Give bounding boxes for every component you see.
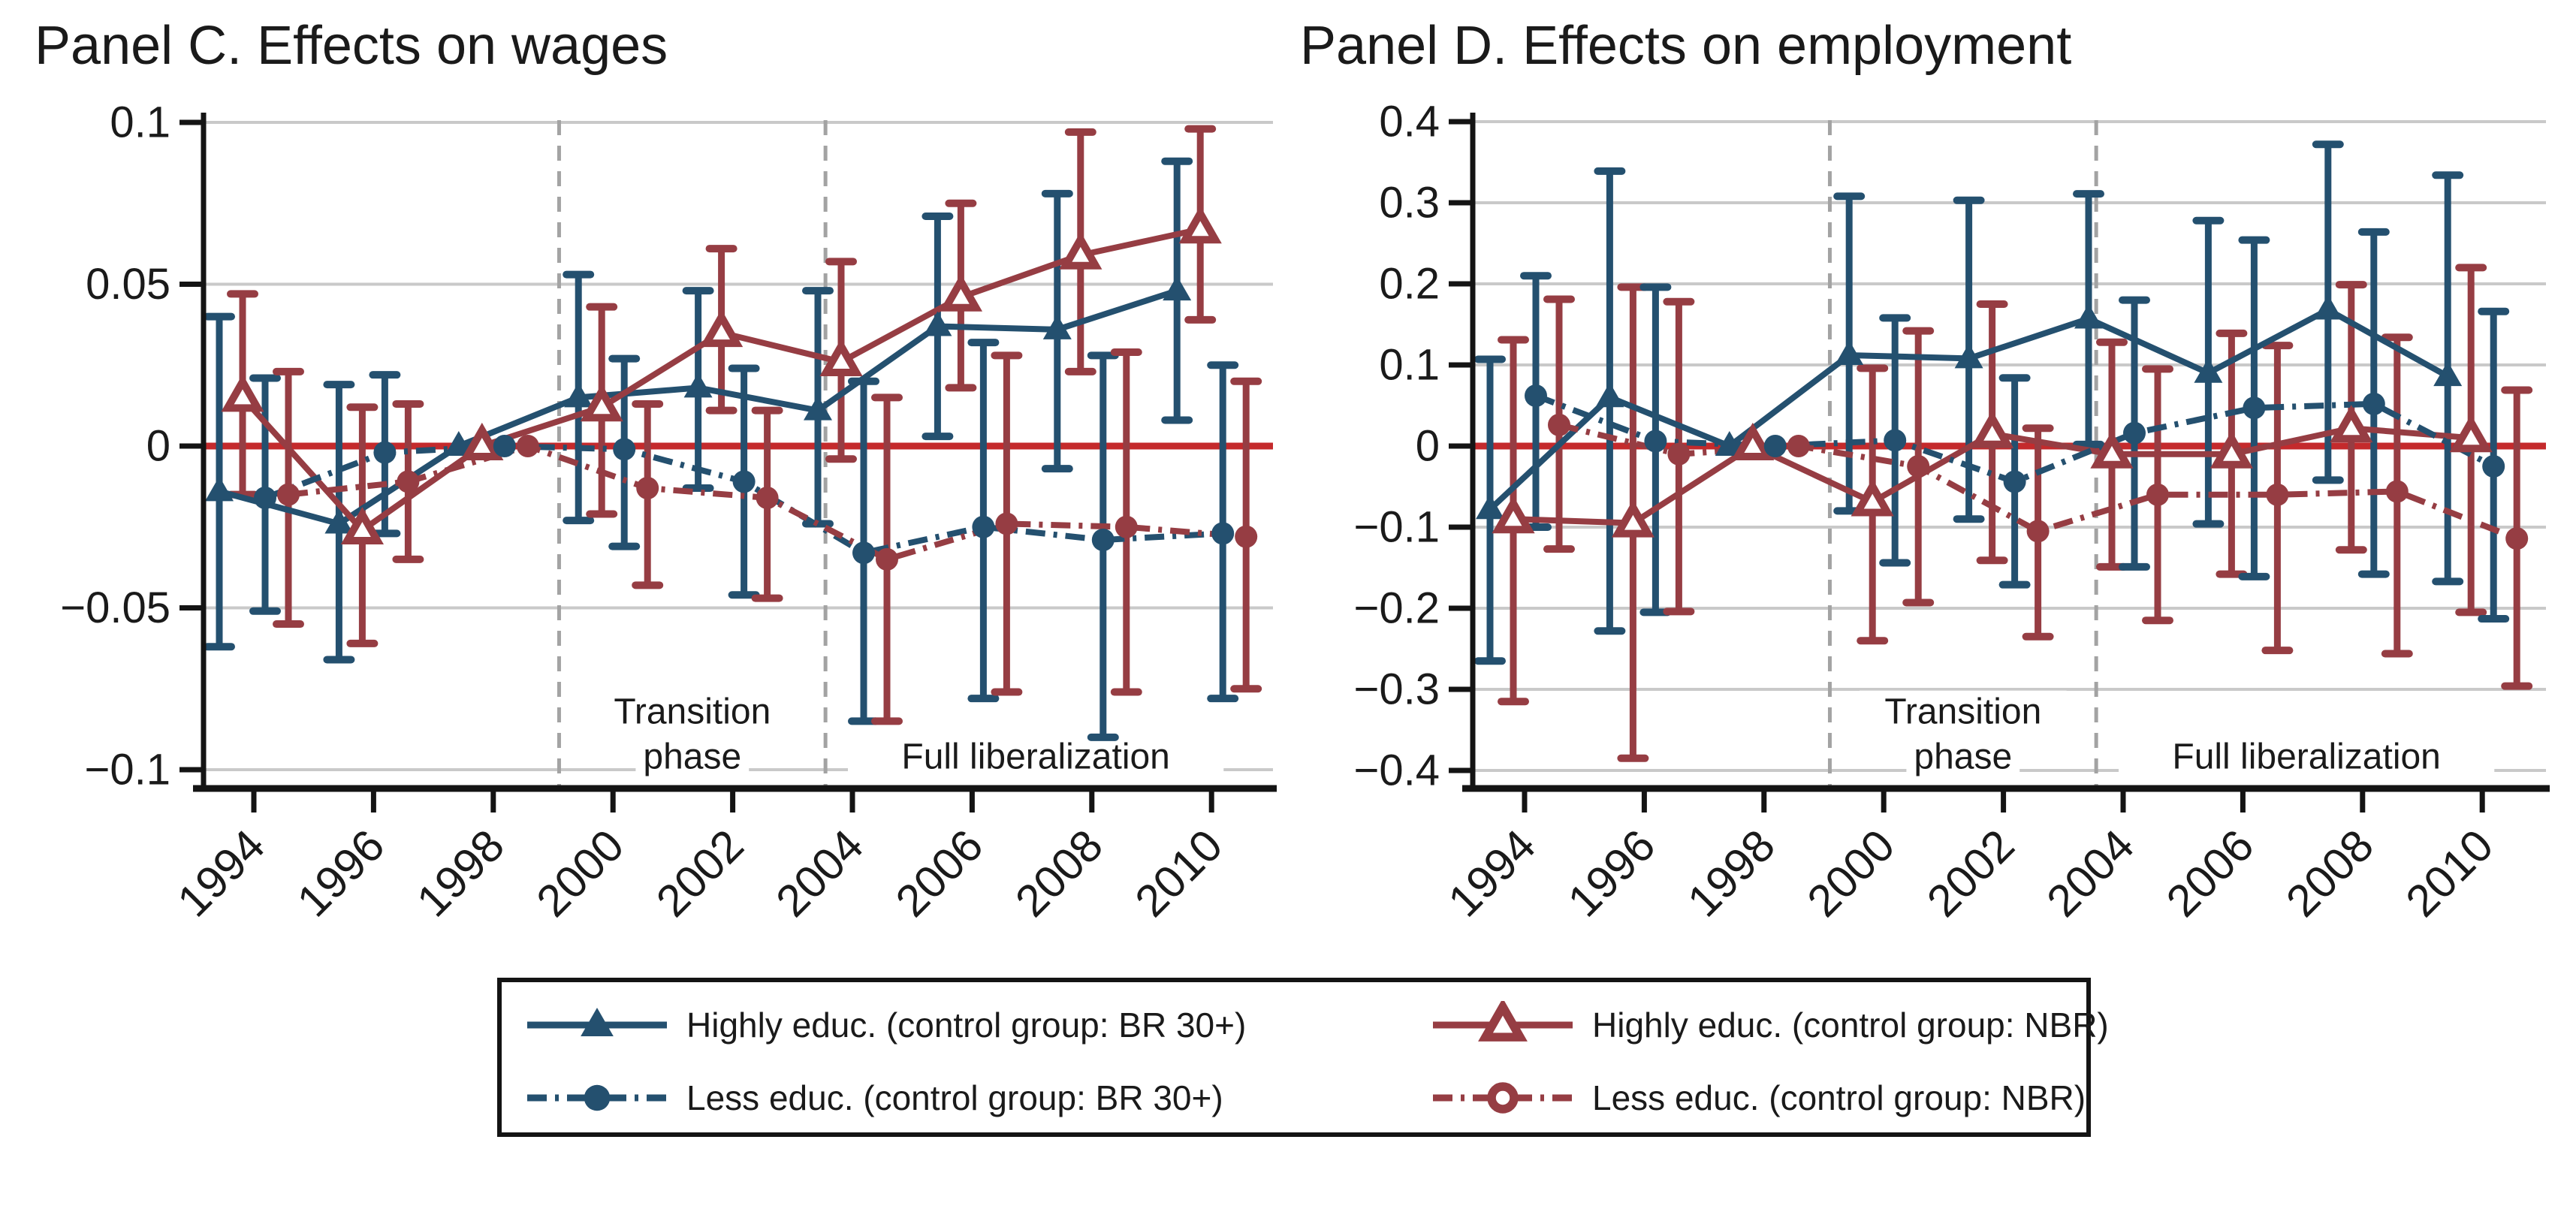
y-tick-label: 0.4 [1379,98,1440,146]
series-markers-highly_nbr [221,206,1222,545]
x-tick-label: 2004 [2037,820,2143,927]
x-tick-label: 2004 [766,820,873,927]
x-tick-label: 2006 [886,820,993,927]
y-tick-label: −0.4 [1354,746,1440,795]
x-axis-ticks: 1994 1996 1998 2000 2002 2004 2006 2008 2010 [167,788,1232,927]
x-tick-label: 2010 [1126,820,1232,927]
label-mask-phase [1906,735,2020,779]
x-tick-label: 2010 [2397,820,2503,927]
x-tick-label: 1998 [1678,820,1784,927]
y-tick-label: −0.05 [60,583,170,632]
phase-label-phase: phase [643,737,741,777]
label-mask-full-liberalization [848,735,1224,779]
x-tick-label: 2008 [1006,820,1112,927]
x-tick-label: 1996 [1558,820,1665,927]
series-markers-highly_br [205,276,1192,534]
legend-entry-less-br: Less educ. (control group: BR 30+) [526,1074,1277,1122]
legend: Highly educ. (control group: BR 30+) Hig… [497,978,2109,1137]
legend-sample-less-br-icon [527,1084,667,1111]
legend-sample-highly-nbr-icon [1433,1001,1573,1042]
y-tick-label: 0.05 [86,260,170,309]
legend-label-less-br: Less educ. (control group: BR 30+) [686,1078,1223,1117]
chart-panel-c-wages: Transition phase Full liberalization 0.1 0.0… [60,98,1277,927]
phase-label-transition: Transition [1884,692,2041,732]
phase-annotations: Transition phase Full liberalization [1860,690,2495,779]
legend-entry-less-nbr: Less educ. (control group: NBR) [1431,1074,2086,1122]
y-axis-ticks: 0.1 0.05 0 −0.05 −0.1 [60,98,204,794]
legend-label-highly-br: Highly educ. (control group: BR 30+) [686,1005,1247,1045]
y-tick-label: −0.1 [85,746,171,794]
legend-label-highly-nbr: Highly educ. (control group: NBR) [1592,1005,2109,1045]
x-tick-label: 2000 [1798,820,1905,927]
panel-c-title: Panel C. Effects on wages [35,16,668,76]
y-axis-ticks: 0.4 0.3 0.2 0.1 0 −0.1 −0.2 −0.3 −0.4 [1354,98,1473,795]
legend-entry-highly-nbr: Highly educ. (control group: NBR) [1431,1001,2109,1049]
x-tick-label: 2002 [1917,820,2024,927]
series-markers-less_nbr [277,435,1258,571]
series-markers-highly_br [1476,294,2463,520]
y-tick-label: 0 [1416,422,1440,471]
y-tick-label: −0.3 [1354,665,1440,714]
x-tick-label: 2006 [2157,820,2264,927]
y-tick-label: 0.1 [110,98,170,147]
y-tick-label: 0.2 [1379,260,1440,309]
x-axis-ticks: 1994 1996 1998 2000 2002 2004 2006 2008 2010 [1438,788,2502,927]
label-mask-transition [589,690,796,734]
phase-change-lines [557,120,828,785]
x-tick-label: 2000 [527,820,634,927]
x-tick-label: 2008 [2276,820,2383,927]
chart-panel-d-employment: Transition phase Full liberalization 0.4 0.3… [1354,98,2550,927]
legend-label-less-nbr: Less educ. (control group: NBR) [1592,1078,2086,1117]
series-markers-less_br [1525,384,2505,493]
series-markers-less_nbr [1548,413,2529,550]
y-tick-label: 0.3 [1379,179,1440,228]
label-mask-full-liberalization [2119,735,2495,779]
phase-label-phase: phase [1914,737,2012,777]
phase-label-full-liberalization: Full liberalization [901,737,1170,777]
label-mask-phase [635,735,750,779]
y-tick-label: 0 [146,422,170,471]
x-tick-label: 1996 [288,820,394,927]
legend-sample-less-nbr-icon [1433,1082,1573,1114]
y-tick-label: 0.1 [1379,341,1440,390]
x-tick-label: 1998 [407,820,514,927]
y-tick-label: −0.1 [1354,503,1440,552]
phase-label-transition: Transition [614,692,771,732]
phase-label-full-liberalization: Full liberalization [2172,737,2441,777]
legend-entry-highly-br: Highly educ. (control group: BR 30+) [526,1001,1277,1049]
x-tick-label: 2002 [647,820,753,927]
phase-annotations: Transition phase Full liberalization [589,690,1224,779]
x-tick-label: 1994 [1438,820,1545,927]
errorbars-highly_nbr [227,125,1217,647]
series-markers-highly_nbr [1492,405,2493,538]
legend-sample-highly-br-icon [527,1008,667,1036]
y-tick-label: −0.2 [1354,584,1440,633]
panel-d-title: Panel D. Effects on employment [1300,16,2072,76]
series-markers-less_br [254,435,1235,565]
x-tick-label: 1994 [167,820,274,927]
label-mask-transition [1860,690,2067,734]
